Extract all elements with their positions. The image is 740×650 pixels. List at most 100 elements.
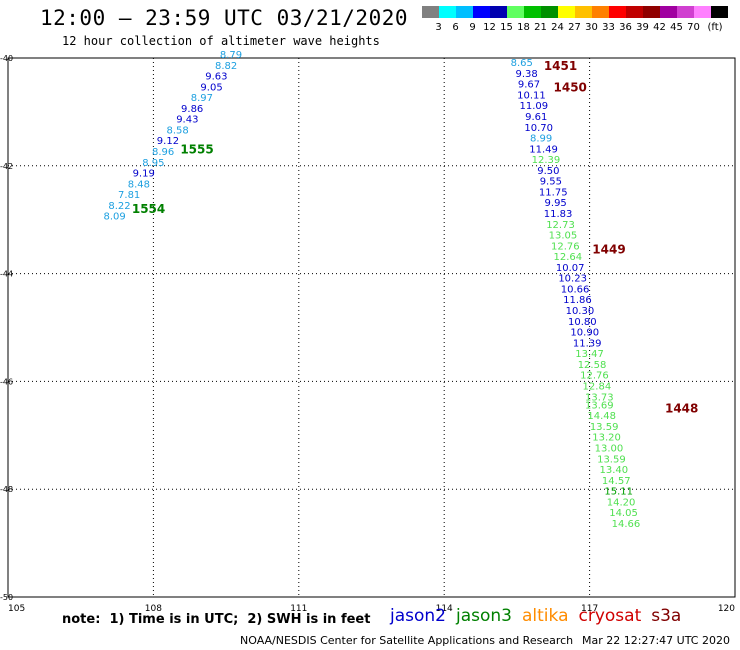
swh-value-label: 9.05 <box>200 82 222 93</box>
colorbar-swatch <box>524 6 541 18</box>
legend-jason2: jason2 <box>390 606 446 626</box>
colorbar-swatch <box>711 6 728 18</box>
colorbar-swatch <box>422 6 439 18</box>
colorbar-label: 45 <box>670 22 683 33</box>
swh-value-label: 10.80 <box>568 317 597 328</box>
y-tick-label: -46 <box>0 377 13 386</box>
swh-value-label: 9.12 <box>157 136 179 147</box>
swh-value-label: 11.09 <box>520 101 549 112</box>
chart-subtitle: 12 hour collection of altimeter wave hei… <box>62 34 380 48</box>
x-tick-label: 117 <box>581 604 598 614</box>
credit-line: NOAA/NESDIS Center for Satellite Applica… <box>240 634 574 647</box>
y-tick-label: -48 <box>0 485 13 494</box>
swh-value-label: 11.83 <box>544 209 573 220</box>
swh-value-label: 10.66 <box>561 284 590 295</box>
colorbar-label: 9 <box>469 22 476 33</box>
swh-value-label: 14.48 <box>587 411 616 422</box>
swh-value-label: 10.23 <box>558 274 587 285</box>
swh-value-label: 9.55 <box>540 177 562 188</box>
colorbar-label: 24 <box>551 22 564 33</box>
swh-value-label: 10.30 <box>566 306 595 317</box>
legend-cryosat: cryosat <box>578 606 642 626</box>
colorbar-label: 36 <box>619 22 632 33</box>
colorbar-label: 18 <box>517 22 530 33</box>
legend-s3a: s3a <box>651 606 682 626</box>
footnote: note: 1) Time is in UTC; 2) SWH is in fe… <box>62 612 371 627</box>
x-tick-label: 114 <box>436 604 453 614</box>
y-tick-label: -44 <box>0 270 13 279</box>
swh-value-label: 13.20 <box>592 433 621 444</box>
pass-time-label: 1448 <box>665 401 698 415</box>
colorbar-swatch <box>473 6 490 18</box>
swh-value-label: 8.82 <box>215 61 237 72</box>
swh-value-label: 13.59 <box>590 422 619 433</box>
swh-value-label: 8.48 <box>128 179 150 190</box>
pass-time-label: 1451 <box>544 59 577 73</box>
colorbar-label: 42 <box>653 22 666 33</box>
swh-value-label: 13.00 <box>595 443 624 454</box>
colorbar-label: 33 <box>602 22 615 33</box>
pass-time-label: 1449 <box>592 242 625 256</box>
colorbar-label: (ft) <box>707 22 723 33</box>
legend-jason3: jason3 <box>456 606 512 626</box>
swh-value-label: 12.39 <box>532 155 561 166</box>
swh-value-label: 13.47 <box>575 349 604 360</box>
colorbar-swatch <box>609 6 626 18</box>
colorbar-label: 3 <box>435 22 442 33</box>
y-tick-label: -42 <box>0 162 13 171</box>
swh-value-label: 11.75 <box>539 187 568 198</box>
swh-value-label: 11.49 <box>529 144 558 155</box>
colorbar-swatch <box>575 6 592 18</box>
swh-value-label: 9.38 <box>515 69 537 80</box>
colorbar-swatch <box>643 6 660 18</box>
colorbar-swatch <box>592 6 609 18</box>
y-tick-label: -50 <box>0 593 13 602</box>
colorbar-label: 39 <box>636 22 649 33</box>
swh-value-label: 12.73 <box>546 220 575 231</box>
swh-value-label: 10.11 <box>517 90 546 101</box>
swh-value-label: 9.61 <box>525 112 547 123</box>
colorbar-swatch <box>456 6 473 18</box>
x-tick-label: 120 <box>718 604 735 614</box>
pass-time-label: 1450 <box>554 81 587 95</box>
x-tick-label: 108 <box>145 604 162 614</box>
swh-value-label: 11.86 <box>563 295 592 306</box>
swh-value-label: 9.50 <box>537 166 559 177</box>
colorbar-swatch <box>558 6 575 18</box>
swh-value-label: 8.65 <box>511 58 533 69</box>
colorbar-swatch <box>677 6 694 18</box>
plot-frame <box>7 57 736 598</box>
swh-value-label: 9.19 <box>133 169 155 180</box>
swh-value-label: 8.96 <box>152 147 174 158</box>
colorbar-label: 21 <box>534 22 547 33</box>
colorbar-label: 30 <box>585 22 598 33</box>
swh-value-label: 13.69 <box>585 400 614 411</box>
swh-value-label: 14.20 <box>607 497 636 508</box>
swh-value-label: 15.11 <box>604 487 633 498</box>
colorbar-label: 6 <box>452 22 459 33</box>
swh-value-label: 8.79 <box>220 50 242 61</box>
swh-value-label: 8.97 <box>191 93 213 104</box>
swh-value-label: 9.95 <box>545 198 567 209</box>
swh-value-label: 9.86 <box>181 104 203 115</box>
colorbar-swatch <box>541 6 558 18</box>
colorbar-swatch <box>626 6 643 18</box>
colorbar-label: 12 <box>483 22 496 33</box>
swh-value-label: 7.81 <box>118 190 140 201</box>
swh-value-label: 12.76 <box>580 371 609 382</box>
swh-value-label: 12.58 <box>578 360 607 371</box>
swh-value-label: 14.66 <box>612 519 641 530</box>
swh-value-label: 13.05 <box>549 231 578 242</box>
swh-value-label: 14.05 <box>609 508 638 519</box>
colorbar-swatch <box>490 6 507 18</box>
generated-timestamp: Mar 22 12:27:47 UTC 2020 <box>582 634 730 647</box>
pass-time-label: 1555 <box>180 143 213 157</box>
swh-value-label: 11.39 <box>573 338 602 349</box>
swh-value-label: 12.76 <box>551 241 580 252</box>
x-tick-label: 105 <box>8 604 25 614</box>
colorbar-label: 70 <box>687 22 700 33</box>
swh-value-label: 9.67 <box>518 80 540 91</box>
swh-value-label: 12.84 <box>583 381 612 392</box>
colorbar-swatch <box>507 6 524 18</box>
